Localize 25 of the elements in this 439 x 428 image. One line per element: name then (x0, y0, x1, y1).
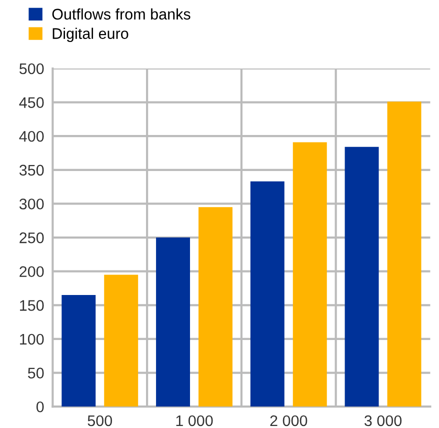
bar (250, 181, 284, 407)
y-tick-label: 100 (20, 334, 44, 345)
bar (156, 238, 190, 407)
y-tick-label: 500 (19, 63, 44, 74)
bar (292, 142, 327, 407)
y-tick-label: 250 (20, 232, 44, 244)
bar (62, 295, 96, 407)
y-tick-label: 300 (19, 198, 44, 210)
x-tick-label: 3 000 (364, 415, 402, 426)
y-tick-label: 400 (19, 130, 44, 142)
y-tick-label: 0 (36, 401, 44, 412)
x-tick-label: 2 000 (270, 415, 308, 426)
x-tick-label: 1 000 (176, 415, 213, 426)
x-tick-label: 500 (88, 415, 112, 426)
legend-label: Digital euro (52, 28, 128, 42)
y-tick-label: 350 (19, 164, 44, 176)
bar (198, 207, 232, 407)
legend-label: Outflows from banks (52, 8, 190, 20)
y-tick-label: 200 (20, 266, 44, 278)
y-tick-label: 50 (28, 368, 44, 378)
bar (104, 274, 138, 407)
y-tick-label: 450 (19, 97, 44, 108)
bar (344, 146, 379, 407)
y-tick-label: 150 (20, 300, 44, 311)
bar (387, 102, 422, 407)
